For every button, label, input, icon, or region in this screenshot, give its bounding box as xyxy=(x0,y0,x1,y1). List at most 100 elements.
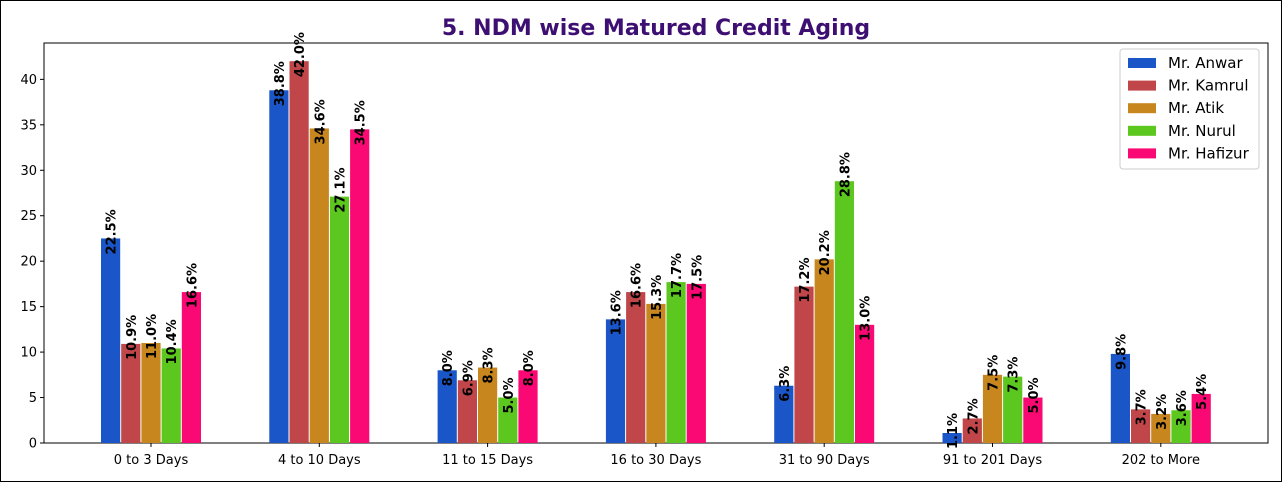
x-tick-label: 16 to 30 Days xyxy=(610,453,701,468)
bar xyxy=(1171,410,1191,443)
bar xyxy=(942,433,962,443)
bar xyxy=(814,259,834,443)
bar-value-label: 5.0% xyxy=(1027,377,1042,413)
bar xyxy=(121,343,141,443)
bar-value-label: 34.5% xyxy=(354,100,369,145)
bar xyxy=(101,238,121,443)
bar xyxy=(1151,413,1171,443)
y-tick-label: 25 xyxy=(20,209,37,224)
bar-value-label: 38.8% xyxy=(273,61,288,106)
bar xyxy=(626,292,646,443)
bar xyxy=(141,343,161,443)
bar xyxy=(289,61,309,443)
x-tick-label: 0 to 3 Days xyxy=(114,453,189,468)
x-tick-label: 4 to 10 Days xyxy=(278,453,361,468)
x-tick-label: 202 to More xyxy=(1122,453,1200,468)
chart-title: 5. NDM wise Matured Credit Aging xyxy=(442,16,870,41)
bar-value-label: 42.0% xyxy=(293,32,308,77)
bar-value-label: 8.0% xyxy=(522,350,537,386)
bar-value-label: 5.0% xyxy=(502,377,517,413)
x-tick-label: 31 to 90 Days xyxy=(779,453,870,468)
bar xyxy=(666,282,686,443)
bar xyxy=(1131,409,1151,443)
bar-value-label: 15.3% xyxy=(650,275,665,320)
plot-area: 0 5 10 15 20 25 30 35 40 0 to 3 Days 22.5% 10.9% 11.… xyxy=(20,32,1269,468)
bar xyxy=(605,319,626,443)
legend-entry-label: Mr. Hafizur xyxy=(1168,144,1250,162)
bar xyxy=(350,129,370,443)
bar xyxy=(269,90,289,443)
bar-value-label: 10.9% xyxy=(125,315,140,360)
legend-swatch xyxy=(1128,103,1156,114)
y-tick-label: 10 xyxy=(20,346,37,361)
bar-value-label: 28.8% xyxy=(838,152,853,197)
x-tick-label: 11 to 15 Days xyxy=(442,453,533,468)
bar-value-label: 11.0% xyxy=(145,314,160,359)
bar-value-label: 2.7% xyxy=(966,398,981,434)
bar xyxy=(962,418,982,443)
bar-value-label: 17.2% xyxy=(798,258,813,303)
bar-value-label: 7.3% xyxy=(1007,357,1022,393)
y-tick-label: 0 xyxy=(29,437,37,452)
bar xyxy=(855,324,875,443)
x-tick-label: 91 to 201 Days xyxy=(943,453,1042,468)
bar xyxy=(518,370,538,443)
bar xyxy=(794,286,814,443)
bar-value-label: 16.6% xyxy=(185,263,200,308)
bar xyxy=(329,196,350,443)
bar-value-label: 8.0% xyxy=(441,350,456,386)
bar xyxy=(1110,353,1130,443)
bar-value-label: 17.5% xyxy=(690,255,705,300)
legend-entry-label: Mr. Atik xyxy=(1168,99,1224,117)
legend-swatch xyxy=(1128,148,1156,159)
legend-swatch xyxy=(1128,125,1156,136)
bar xyxy=(686,283,706,443)
bar-value-label: 20.2% xyxy=(818,230,833,275)
bar-value-label: 3.2% xyxy=(1155,394,1170,430)
legend-entry-label: Mr. Nurul xyxy=(1168,122,1236,140)
legend-swatch xyxy=(1128,58,1156,68)
bar-value-label: 22.5% xyxy=(105,209,120,254)
bar-value-label: 9.8% xyxy=(1114,334,1129,370)
bar-value-label: 3.6% xyxy=(1175,390,1190,426)
y-tick-label: 20 xyxy=(20,255,37,270)
legend-entry-label: Mr. Anwar xyxy=(1168,54,1243,72)
y-tick-label: 30 xyxy=(20,164,37,179)
bar xyxy=(646,303,666,443)
bar xyxy=(457,380,477,443)
bar-value-label: 16.6% xyxy=(630,263,645,308)
legend-box xyxy=(1119,48,1260,170)
bar-value-label: 27.1% xyxy=(334,168,349,213)
y-tick-label: 5 xyxy=(29,391,37,406)
bar xyxy=(437,370,457,443)
bar-value-label: 13.6% xyxy=(610,290,625,335)
bar-value-label: 3.7% xyxy=(1135,389,1150,425)
bar xyxy=(982,374,1003,443)
bar-value-label: 13.0% xyxy=(859,296,874,341)
bar-value-label: 8.3% xyxy=(482,347,497,383)
bar-value-label: 1.1% xyxy=(946,413,961,449)
legend: Mr. Anwar Mr. Kamrul Mr. Atik Mr. Nurul Mr. … xyxy=(1119,48,1260,170)
bar xyxy=(1191,393,1211,443)
y-tick-label: 15 xyxy=(20,300,37,315)
legend-entry-label: Mr. Kamrul xyxy=(1168,77,1249,95)
bar-value-label: 6.9% xyxy=(461,360,476,396)
bar-value-label: 10.4% xyxy=(165,319,180,364)
legend-swatch xyxy=(1128,80,1156,91)
bar xyxy=(774,385,794,443)
bar-value-label: 5.4% xyxy=(1195,374,1210,410)
y-tick-label: 35 xyxy=(20,118,37,133)
bar xyxy=(181,292,201,443)
bar xyxy=(1023,397,1043,443)
bar-value-label: 7.5% xyxy=(987,355,1002,391)
y-tick-label: 40 xyxy=(20,73,37,88)
bar xyxy=(498,397,518,443)
bar-value-label: 17.7% xyxy=(670,253,685,298)
bar xyxy=(478,367,498,443)
bar xyxy=(309,128,329,444)
bar xyxy=(161,348,181,443)
bar xyxy=(1003,376,1023,443)
bar-value-label: 34.6% xyxy=(313,99,328,144)
